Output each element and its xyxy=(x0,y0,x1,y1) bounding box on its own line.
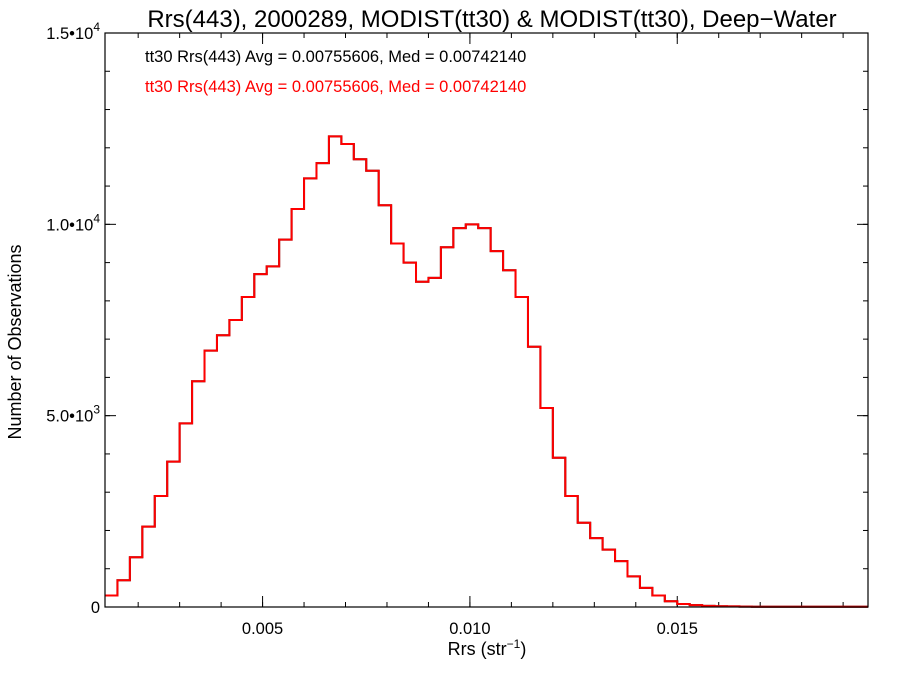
y-tick-label-exponent: 4 xyxy=(93,211,100,225)
chart-title: Rrs(443), 2000289, MODIST(tt30) & MODIST… xyxy=(147,6,836,33)
y-tick-label-mantissa: 1.5•10 xyxy=(46,25,93,43)
legend-annotation-red: tt30 Rrs(443) Avg = 0.00755606, Med = 0.… xyxy=(145,78,526,96)
y-tick-label: 5.0•103 xyxy=(46,403,100,426)
histogram-series-line xyxy=(105,135,868,608)
y-axis-label: Number of Observations xyxy=(5,244,25,439)
series-layer xyxy=(105,135,868,608)
x-axis-label-close: ) xyxy=(520,639,526,659)
y-tick-label-exponent: 3 xyxy=(93,403,100,417)
y-tick-label-mantissa: 1.0•10 xyxy=(46,216,93,234)
x-axis-label-base: Rrs (str xyxy=(448,639,507,659)
y-tick-label-mantissa: 0 xyxy=(91,599,100,617)
legend-annotation-black: tt30 Rrs(443) Avg = 0.00755606, Med = 0.… xyxy=(145,48,526,66)
x-tick-label: 0.015 xyxy=(657,620,698,638)
plot-frame xyxy=(104,32,869,608)
x-axis-label-exponent: −1 xyxy=(507,637,521,651)
y-tick-label: 1.5•104 xyxy=(46,20,100,43)
y-tick-label-exponent: 4 xyxy=(93,20,100,34)
x-tick-label: 0.005 xyxy=(242,620,283,638)
y-tick-label: 0 xyxy=(91,599,100,617)
x-axis-label: Rrs (str−1) xyxy=(448,637,527,659)
x-tick-label: 0.010 xyxy=(449,620,490,638)
y-tick-label: 1.0•104 xyxy=(46,211,100,234)
y-tick-label-mantissa: 5.0•10 xyxy=(46,408,93,426)
